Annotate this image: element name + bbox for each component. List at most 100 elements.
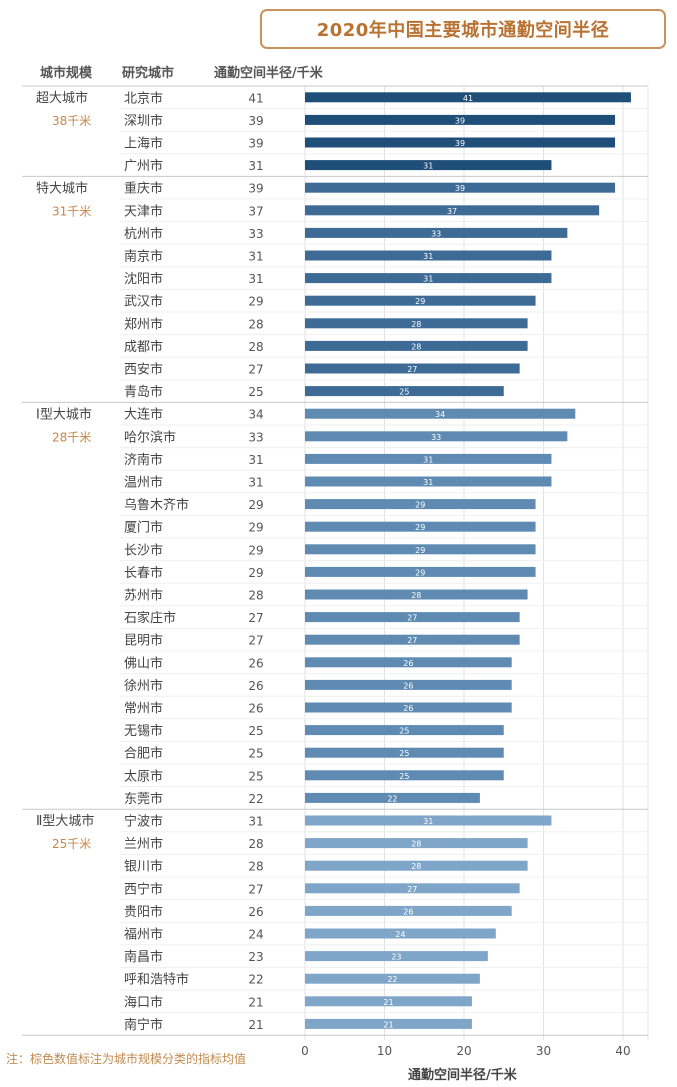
group-mean-label: 31千米 (52, 204, 91, 218)
city-value: 22 (248, 973, 263, 987)
bar (305, 792, 480, 803)
city-name: 兰州市 (124, 836, 163, 852)
bar-data-label: 23 (391, 953, 401, 962)
column-header-scale: 城市规模 (40, 66, 93, 81)
bar-data-label: 31 (423, 162, 433, 171)
group-name: Ⅱ型大城市 (36, 813, 94, 829)
bar (305, 996, 472, 1007)
city-value: 25 (248, 769, 263, 783)
city-name: 南京市 (124, 249, 163, 265)
bar (305, 702, 512, 713)
bar (305, 137, 616, 148)
bar (305, 521, 536, 532)
bar-data-label: 28 (411, 840, 421, 849)
city-name: 温州市 (124, 475, 163, 491)
city-value: 39 (248, 137, 263, 151)
city-name: 西宁市 (124, 881, 163, 897)
city-name: 厦门市 (124, 520, 163, 536)
city-name: 佛山市 (124, 655, 163, 671)
bar (305, 860, 528, 871)
bar (305, 499, 536, 510)
bar (305, 227, 568, 238)
city-value: 31 (248, 272, 263, 286)
x-tick-label: 10 (377, 1044, 392, 1058)
bar (305, 318, 528, 329)
city-value: 25 (248, 747, 263, 761)
bar (305, 182, 616, 193)
city-value: 41 (248, 91, 263, 105)
bar-data-label: 28 (411, 342, 421, 351)
bar-data-label: 25 (399, 727, 409, 736)
bar-data-label: 29 (415, 297, 425, 306)
city-value: 29 (248, 498, 263, 512)
city-name: 沈阳市 (124, 271, 163, 287)
city-value: 26 (248, 656, 263, 670)
bar-data-label: 27 (407, 636, 417, 645)
bar-data-label: 29 (415, 546, 425, 555)
bar (305, 295, 536, 306)
bar (305, 679, 512, 690)
x-tick-label: 30 (536, 1044, 551, 1058)
city-value: 24 (248, 928, 263, 942)
city-name: 北京市 (124, 90, 163, 106)
city-value: 26 (248, 702, 263, 716)
city-name: 西安市 (124, 362, 163, 378)
city-value: 26 (248, 905, 263, 919)
bar (305, 634, 520, 645)
city-value: 29 (248, 295, 263, 309)
bar-data-label: 31 (423, 478, 433, 487)
city-value: 28 (248, 317, 263, 331)
city-name: 石家庄市 (124, 610, 176, 626)
city-name: 乌鲁木齐市 (124, 497, 189, 513)
city-value: 31 (248, 815, 263, 829)
city-name: 武汉市 (124, 294, 163, 310)
city-name: 哈尔滨市 (124, 429, 176, 445)
bar-data-label: 31 (423, 275, 433, 284)
bar-data-label: 25 (399, 749, 409, 758)
city-name: 太原市 (124, 768, 163, 784)
city-value: 33 (248, 227, 263, 241)
bar (305, 747, 504, 758)
bar-data-label: 24 (395, 930, 405, 939)
bar (305, 476, 552, 487)
city-name: 深圳市 (124, 113, 163, 129)
bar-data-label: 27 (407, 614, 417, 623)
bar (305, 951, 488, 962)
bar (305, 815, 552, 826)
city-name: 呼和浩特市 (124, 972, 189, 988)
bar-data-label: 33 (431, 433, 441, 442)
city-value: 27 (248, 363, 263, 377)
group-mean-label: 25千米 (52, 837, 91, 851)
bar-data-label: 31 (423, 817, 433, 826)
group-name: 超大城市 (36, 90, 88, 106)
city-value: 25 (248, 724, 263, 738)
city-name: 大连市 (124, 407, 163, 423)
city-value: 28 (248, 860, 263, 874)
chart-title: 2020年中国主要城市通勤空间半径 (260, 9, 666, 49)
city-value: 29 (248, 521, 263, 535)
bar (305, 273, 552, 284)
bar (305, 363, 520, 374)
city-name: 济南市 (124, 452, 163, 468)
bar-data-label: 39 (455, 184, 465, 193)
city-name: 长沙市 (124, 542, 163, 558)
bar (305, 657, 512, 668)
city-name: 常州市 (124, 701, 163, 717)
bar-data-label: 26 (403, 704, 413, 713)
city-name: 上海市 (124, 136, 163, 152)
group-mean-label: 28千米 (52, 430, 91, 444)
bar (305, 883, 520, 894)
city-value: 21 (248, 1018, 263, 1032)
bar-data-label: 25 (399, 388, 409, 397)
city-value: 31 (248, 250, 263, 264)
city-value: 23 (248, 950, 263, 964)
city-value: 22 (248, 792, 263, 806)
bar-data-label: 27 (407, 365, 417, 374)
column-header-city: 研究城市 (122, 66, 175, 81)
x-tick-label: 0 (301, 1044, 309, 1058)
bar-data-label: 21 (383, 1020, 393, 1029)
city-value: 28 (248, 589, 263, 603)
bar-data-label: 22 (387, 975, 397, 984)
x-tick-label: 40 (615, 1044, 630, 1058)
